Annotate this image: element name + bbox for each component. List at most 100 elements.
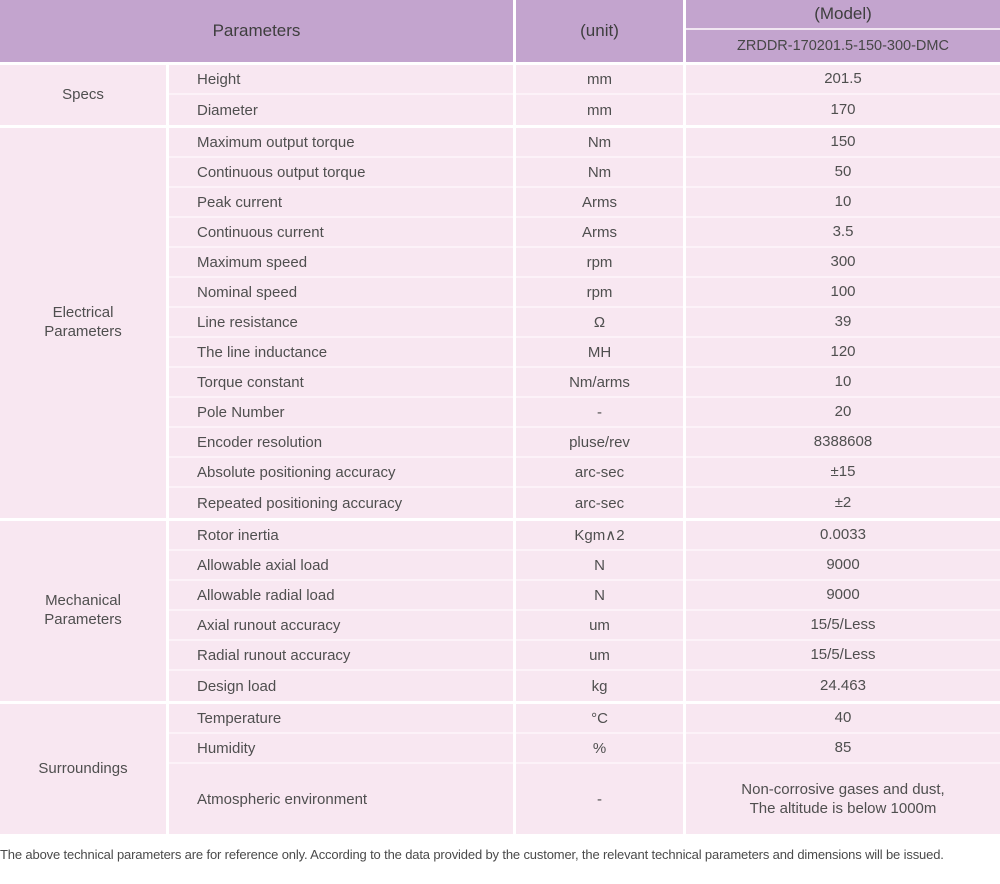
param-name-cell: Torque constant bbox=[169, 368, 513, 398]
table-row: Diameter mm 170 bbox=[169, 95, 1000, 125]
table-row: Torque constant Nm/arms 10 bbox=[169, 368, 1000, 398]
footer-note: The above technical parameters are for r… bbox=[0, 847, 944, 862]
param-value-cell: 15/5/Less bbox=[686, 641, 1000, 671]
param-unit-cell: N bbox=[516, 551, 683, 581]
table-row: Humidity% 85 bbox=[169, 734, 1000, 764]
table-row: Temperature °C 40 bbox=[169, 704, 1000, 734]
table-row: Encoder resolution pluse/rev 8388608 bbox=[169, 428, 1000, 458]
param-name-cell: Nominal speed bbox=[169, 278, 513, 308]
param-unit-cell: MH bbox=[516, 338, 683, 368]
table-header: Parameters (unit) (Model) ZRDDR-170201.5… bbox=[0, 0, 1000, 62]
header-model-label: (Model) bbox=[686, 0, 1000, 30]
param-value-cell: 15/5/Less bbox=[686, 611, 1000, 641]
param-name-cell: Repeated positioning accuracy bbox=[169, 488, 513, 518]
param-value-cell: 9000 bbox=[686, 551, 1000, 581]
param-unit-cell: - bbox=[516, 764, 683, 834]
param-value-cell: 8388608 bbox=[686, 428, 1000, 458]
param-name-cell: Absolute positioning accuracy bbox=[169, 458, 513, 488]
header-parameters: Parameters bbox=[0, 0, 513, 62]
param-unit-cell: um bbox=[516, 641, 683, 671]
param-value-cell: 3.5 bbox=[686, 218, 1000, 248]
table-row: Rotor inertia Kgm∧2 0.0033 bbox=[169, 521, 1000, 551]
param-value-cell: 24.463 bbox=[686, 671, 1000, 701]
param-unit-cell: N bbox=[516, 581, 683, 611]
param-name-cell: Continuous current bbox=[169, 218, 513, 248]
param-unit-cell: um bbox=[516, 611, 683, 641]
header-unit: (unit) bbox=[516, 0, 683, 62]
section-rows: Height mm 201.5 Diameter mm 170 bbox=[169, 65, 1000, 125]
table-row: Nominal speed rpm 100 bbox=[169, 278, 1000, 308]
table-row: Maximum output torque Nm 150 bbox=[169, 128, 1000, 158]
param-value-cell: 120 bbox=[686, 338, 1000, 368]
section-label: Surroundings bbox=[0, 704, 166, 834]
table-row: Allowable radial load N 9000 bbox=[169, 581, 1000, 611]
param-unit-cell: arc-sec bbox=[516, 458, 683, 488]
param-unit-cell: rpm bbox=[516, 248, 683, 278]
param-unit-cell: pluse/rev bbox=[516, 428, 683, 458]
table-row: Pole Number -20 bbox=[169, 398, 1000, 428]
param-name-cell: Axial runout accuracy bbox=[169, 611, 513, 641]
param-unit-cell: Kgm∧2 bbox=[516, 521, 683, 551]
param-value-cell: 201.5 bbox=[686, 65, 1000, 95]
param-name-cell: The line inductance bbox=[169, 338, 513, 368]
param-name-cell: Humidity bbox=[169, 734, 513, 764]
table-row: Radial runout accuracy um 15/5/Less bbox=[169, 641, 1000, 671]
table-row: Design load kg 24.463 bbox=[169, 671, 1000, 701]
param-unit-cell: rpm bbox=[516, 278, 683, 308]
param-unit-cell: Nm bbox=[516, 158, 683, 188]
table-row: Continuous current Arms 3.5 bbox=[169, 218, 1000, 248]
table-row: Allowable axial load N 9000 bbox=[169, 551, 1000, 581]
table-body: Specs Height mm 201.5 Diameter mm 170 Electrica… bbox=[0, 65, 1000, 834]
param-name-cell: Temperature bbox=[169, 704, 513, 734]
param-unit-cell: Arms bbox=[516, 188, 683, 218]
param-unit-cell: Ω bbox=[516, 308, 683, 338]
section-specs: Specs Height mm 201.5 Diameter mm 170 bbox=[0, 65, 1000, 125]
param-unit-cell: Nm/arms bbox=[516, 368, 683, 398]
param-value-cell: Non-corrosive gases and dust, The altitu… bbox=[686, 764, 1000, 834]
param-value-cell: 100 bbox=[686, 278, 1000, 308]
param-value-cell: ±2 bbox=[686, 488, 1000, 518]
table-row: Axial runout accuracy um 15/5/Less bbox=[169, 611, 1000, 641]
param-name-cell: Allowable radial load bbox=[169, 581, 513, 611]
param-value-cell: 85 bbox=[686, 734, 1000, 764]
table-row: Maximum speed rpm 300 bbox=[169, 248, 1000, 278]
table-row: Height mm 201.5 bbox=[169, 65, 1000, 95]
param-name-cell: Maximum speed bbox=[169, 248, 513, 278]
param-unit-cell: arc-sec bbox=[516, 488, 683, 518]
param-unit-cell: - bbox=[516, 398, 683, 428]
param-unit-cell: Nm bbox=[516, 128, 683, 158]
param-value-cell: 300 bbox=[686, 248, 1000, 278]
table-row: The line inductance MH 120 bbox=[169, 338, 1000, 368]
param-value-cell: ±15 bbox=[686, 458, 1000, 488]
section-mechanical-parameters: Mechanical Parameters Rotor inertia Kgm∧2 0… bbox=[0, 521, 1000, 701]
section-rows: Rotor inertia Kgm∧2 0.0033 Allowable axial … bbox=[169, 521, 1000, 701]
param-value-cell: 39 bbox=[686, 308, 1000, 338]
section-label: Mechanical Parameters bbox=[0, 521, 166, 701]
param-unit-cell: mm bbox=[516, 95, 683, 125]
table-row: Atmospheric environment - Non-corrosive ga… bbox=[169, 764, 1000, 834]
param-name-cell: Peak current bbox=[169, 188, 513, 218]
section-surroundings: Surroundings Temperature °C 40 Humidity% 85 At… bbox=[0, 704, 1000, 834]
param-value-cell: 50 bbox=[686, 158, 1000, 188]
param-unit-cell: kg bbox=[516, 671, 683, 701]
param-value-cell: 40 bbox=[686, 704, 1000, 734]
param-unit-cell: Arms bbox=[516, 218, 683, 248]
param-unit-cell: mm bbox=[516, 65, 683, 95]
param-name-cell: Atmospheric environment bbox=[169, 764, 513, 834]
section-label: Electrical Parameters bbox=[0, 128, 166, 518]
param-value-cell: 170 bbox=[686, 95, 1000, 125]
param-value-cell: 9000 bbox=[686, 581, 1000, 611]
param-name-cell: Maximum output torque bbox=[169, 128, 513, 158]
table-row: Line resistance Ω 39 bbox=[169, 308, 1000, 338]
param-value-cell: 10 bbox=[686, 368, 1000, 398]
spec-table: Parameters (unit) (Model) ZRDDR-170201.5… bbox=[0, 0, 1000, 834]
param-name-cell: Radial runout accuracy bbox=[169, 641, 513, 671]
table-row: Absolute positioning accuracy arc-sec ±15 bbox=[169, 458, 1000, 488]
section-rows: Temperature °C 40 Humidity% 85 Atmospheric en… bbox=[169, 704, 1000, 834]
param-name-cell: Encoder resolution bbox=[169, 428, 513, 458]
param-value-cell: 10 bbox=[686, 188, 1000, 218]
param-value-cell: 20 bbox=[686, 398, 1000, 428]
section-electrical-parameters: Electrical Parameters Maximum output torq… bbox=[0, 128, 1000, 518]
param-name-cell: Line resistance bbox=[169, 308, 513, 338]
